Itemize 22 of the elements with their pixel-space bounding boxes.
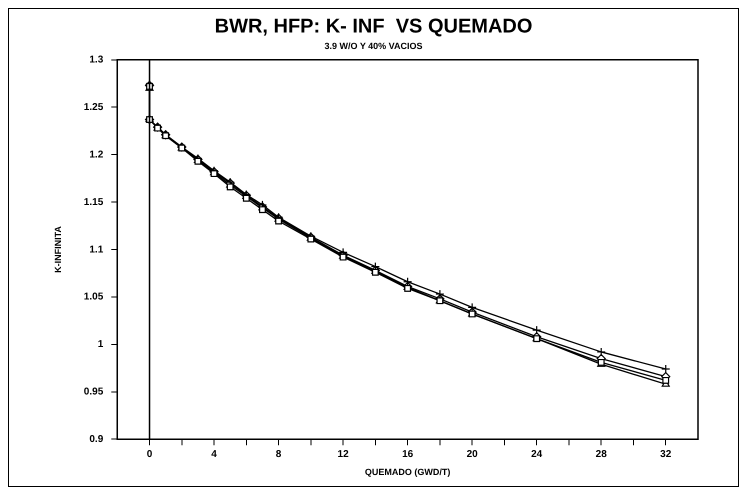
y-tick-label: 0.95 [84,386,104,398]
y-tick-label: 1 [98,339,104,350]
y-axis-title: K-INFINITA [52,226,63,273]
x-tick-label: 20 [466,448,478,460]
y-tick-label: 1.1 [89,244,104,256]
x-tick-label: 4 [211,448,218,460]
chart-subtitle: 3.9 W/O Y 40% VACIOS [324,40,423,51]
x-tick-label: 32 [660,448,672,460]
x-tick-label: 16 [402,448,414,460]
chart-title: BWR, HFP: K- INF VS QUEMADO [214,16,532,38]
y-tick-label: 0.9 [89,434,104,445]
x-tick-label: 28 [596,448,608,460]
y-tick-label: 1.05 [84,292,104,303]
x-tick-label: 24 [531,448,543,460]
x-tick-label: 0 [146,448,153,460]
y-tick-label: 1.15 [84,196,104,208]
x-tick-label: 8 [276,448,282,460]
y-tick-label: 1.3 [89,54,104,66]
y-tick-label: 1.2 [89,149,104,160]
x-axis-title: QUEMADO (GWD/T) [364,467,450,478]
x-tick-label: 12 [338,448,350,460]
y-tick-label: 1.25 [84,102,104,113]
